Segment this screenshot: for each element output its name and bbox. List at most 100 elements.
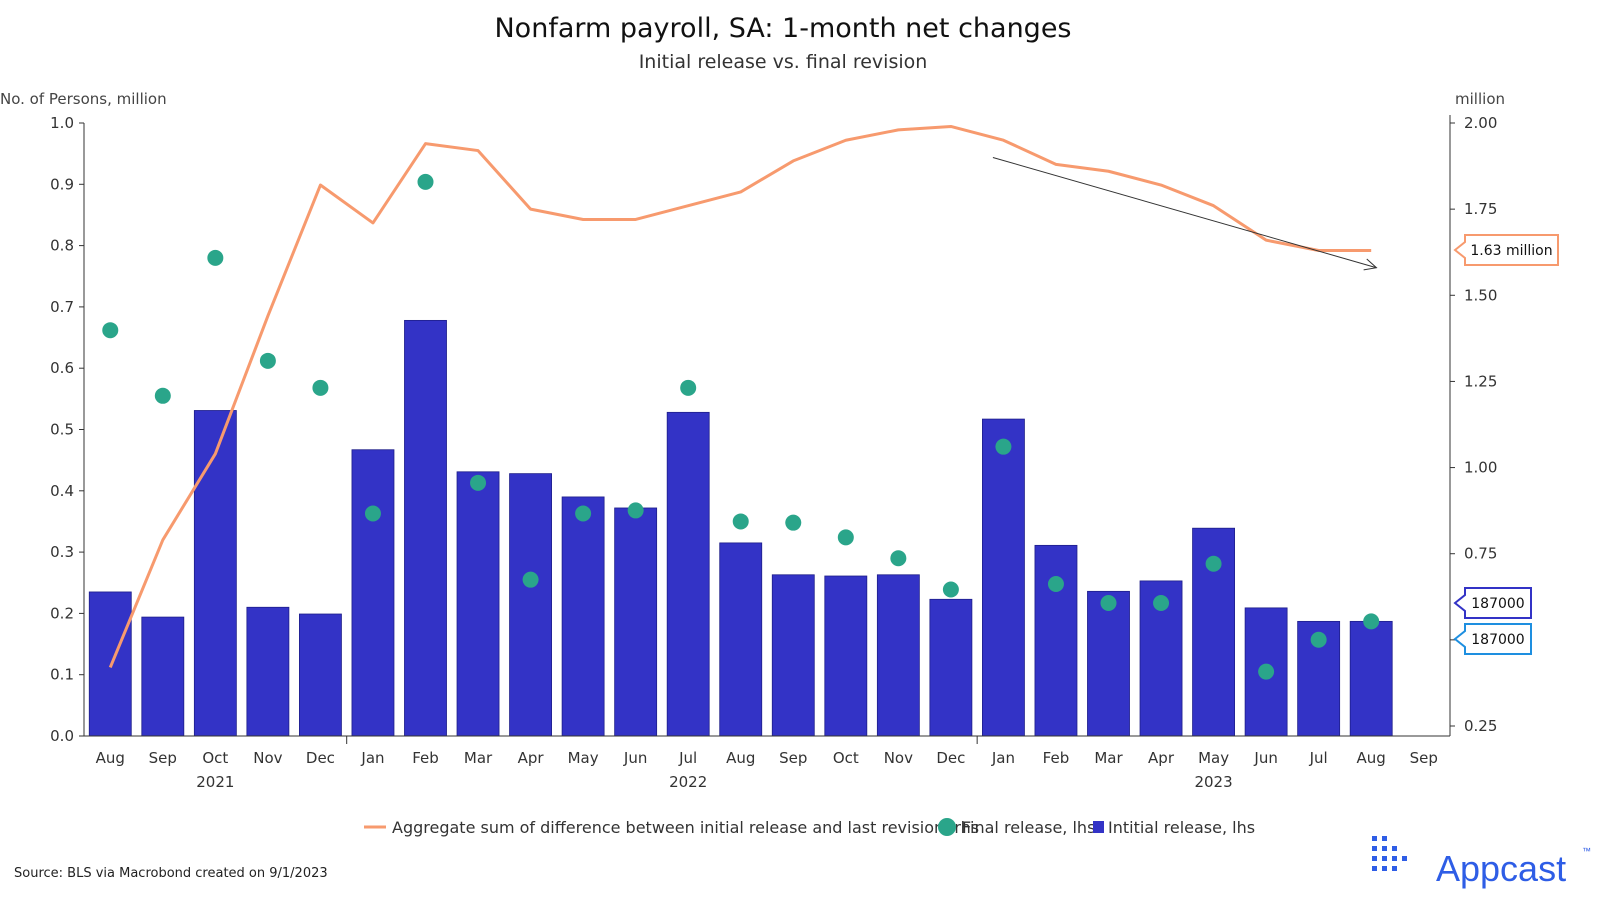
final-release-point: [102, 322, 119, 339]
final-release-point: [1363, 613, 1380, 630]
initial-release-bar: [929, 598, 973, 737]
x-tick-label: Oct: [202, 749, 228, 767]
left-tick-label: 0.2: [50, 604, 74, 622]
final-release-point: [1258, 663, 1275, 680]
callout-label: 1.63 million: [1470, 243, 1552, 259]
x-tick-label: Mar: [1094, 749, 1123, 767]
x-year-label: 2022: [669, 773, 707, 791]
logo-dot: [1382, 866, 1387, 871]
initial-release-bar: [561, 496, 605, 737]
final-release-point: [470, 474, 487, 491]
left-tick-label: 0.8: [50, 237, 74, 255]
callout-label: 187000: [1471, 632, 1524, 648]
logo-dot: [1392, 866, 1397, 871]
x-tick-label: Nov: [884, 749, 913, 767]
x-tick-label: Jul: [678, 749, 697, 767]
final-release-point: [1153, 594, 1170, 611]
left-tick-label: 0.7: [50, 298, 74, 316]
logo-dot: [1382, 836, 1387, 841]
left-tick-label: 0.9: [50, 175, 74, 193]
chart-subtitle: Initial release vs. final revision: [639, 51, 928, 73]
x-year-label: 2021: [196, 773, 234, 791]
final-release-point: [259, 352, 276, 369]
left-tick-label: 0.3: [50, 543, 74, 561]
right-tick-label: 0.25: [1464, 717, 1497, 735]
right-tick-label: 1.25: [1464, 372, 1497, 390]
legend: Aggregate sum of difference between init…: [364, 818, 1255, 837]
left-tick-label: 0.5: [50, 421, 74, 439]
final-release-point: [575, 505, 592, 522]
final-release-point: [1205, 555, 1222, 572]
final-release-point: [837, 529, 854, 546]
initial-release-bar: [771, 574, 815, 737]
x-tick-label: Dec: [936, 749, 965, 767]
initial-release-bar: [456, 471, 500, 737]
final-release-point: [1310, 631, 1327, 648]
initial-release-bar: [666, 411, 710, 737]
final-release-point: [312, 379, 329, 396]
initial-release-bar: [1349, 620, 1393, 737]
final-release-point: [417, 173, 434, 190]
x-tick-label: May: [1198, 749, 1229, 767]
final-release-point: [785, 514, 802, 531]
initial-release-bar: [509, 473, 552, 737]
initial-release-bar: [982, 418, 1025, 737]
logo-tm: ™: [1582, 846, 1591, 856]
legend-dot-swatch: [938, 818, 956, 836]
right-axis-label: million: [1455, 90, 1505, 108]
initial-release-bar: [1034, 544, 1078, 737]
final-release-point: [890, 550, 907, 567]
x-tick-label: Aug: [726, 749, 755, 767]
final-release-point: [364, 505, 381, 522]
chart-title: Nonfarm payroll, SA: 1-month net changes: [494, 13, 1071, 44]
logo-dot: [1382, 846, 1387, 851]
logo-text: Appcast: [1436, 848, 1566, 889]
callout-box: [1453, 587, 1532, 619]
x-tick-label: Mar: [464, 749, 493, 767]
final-release-point: [1100, 594, 1117, 611]
x-tick-label: Apr: [1148, 749, 1175, 767]
left-tick-label: 1.0: [50, 114, 74, 132]
right-tick-label: 1.75: [1464, 200, 1497, 218]
final-release-point: [207, 249, 224, 266]
x-tick-label: May: [568, 749, 599, 767]
trend-arrow-line: [992, 156, 1377, 269]
x-tick-label: Aug: [1357, 749, 1386, 767]
logo-dot: [1392, 846, 1397, 851]
initial-release-bar: [614, 507, 658, 737]
left-tick-label: 0.6: [50, 359, 74, 377]
legend-line-label: Aggregate sum of difference between init…: [392, 818, 979, 837]
callouts: 1.63 million 187000 187000: [1453, 234, 1559, 655]
initial-release-bars: [88, 319, 1393, 737]
x-tick-label: Sep: [779, 749, 807, 767]
initial-release-bar: [404, 319, 447, 737]
legend-dot-label: Final release, lhs: [962, 818, 1095, 837]
logo-dot: [1402, 856, 1407, 861]
logo-dot: [1382, 856, 1387, 861]
x-tick-label: Jun: [623, 749, 647, 767]
initial-release-bar: [141, 616, 185, 737]
final-release-point: [942, 581, 959, 598]
final-release-point: [1047, 575, 1064, 592]
source-note: Source: BLS via Macrobond created on 9/1…: [14, 866, 328, 881]
x-tick-label: Sep: [1410, 749, 1438, 767]
logo-dot: [1372, 846, 1377, 851]
callout-box: [1453, 623, 1532, 655]
left-tick-label: 0.1: [50, 666, 74, 684]
initial-release-bar: [351, 449, 395, 737]
aggregate-line-series: [108, 124, 1372, 668]
value-callout: 187000: [1453, 587, 1532, 619]
callout-label: 187000: [1471, 596, 1524, 612]
trend-arrow-head: [1363, 258, 1378, 271]
final-release-points: [102, 173, 1380, 680]
x-tick-label: Jan: [360, 749, 384, 767]
final-release-point: [522, 571, 539, 588]
initial-release-bar: [193, 410, 237, 737]
x-tick-label: Aug: [96, 749, 125, 767]
final-release-point: [995, 438, 1012, 455]
right-tick-label: 1.00: [1464, 459, 1497, 477]
legend-bar-swatch: [1093, 821, 1104, 833]
final-release-point: [627, 502, 644, 519]
x-tick-label: Dec: [306, 749, 335, 767]
aggregate-difference-line: [108, 124, 1372, 668]
